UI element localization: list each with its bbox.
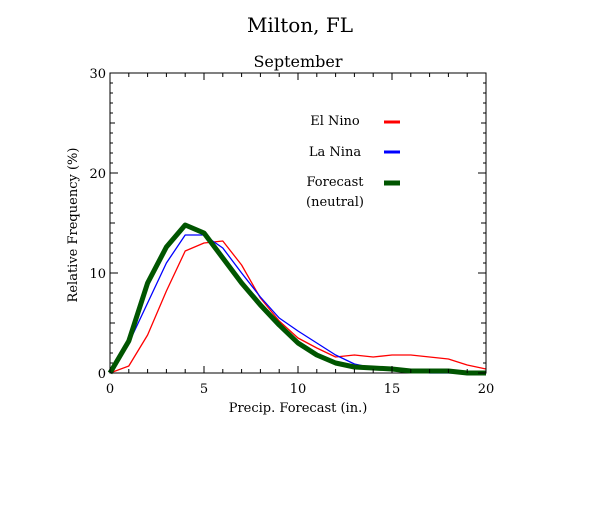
y-tick-label: 10 bbox=[89, 267, 106, 282]
legend-label-el-nino: El Nino bbox=[310, 114, 360, 129]
legend: El Nino La Nina Forecast (neutral) bbox=[306, 114, 400, 210]
legend-label-la-nina: La Nina bbox=[309, 145, 361, 160]
x-tick-label: 5 bbox=[200, 382, 208, 397]
plot-frame bbox=[109, 72, 487, 374]
tick-layer: 0 5 10 15 20 0 10 20 30 bbox=[89, 67, 494, 397]
y-tick-label: 30 bbox=[89, 67, 106, 82]
x-tick-label: 10 bbox=[290, 382, 307, 397]
legend-label-forecast-neutral: (neutral) bbox=[306, 195, 364, 210]
x-tick-label: 15 bbox=[384, 382, 401, 397]
y-tick-label: 20 bbox=[89, 167, 106, 182]
y-tick-label: 0 bbox=[98, 367, 106, 382]
series-line-la-nina bbox=[109, 234, 486, 374]
y-axis-title: Relative Frequency (%) bbox=[66, 148, 81, 303]
plot-area bbox=[109, 72, 487, 374]
x-tick-label: 20 bbox=[478, 382, 495, 397]
series-layer bbox=[107, 222, 487, 376]
series-line-el-nino bbox=[109, 240, 487, 374]
x-tick-label: 0 bbox=[106, 382, 114, 397]
chart-title: Milton, FL bbox=[247, 13, 353, 37]
x-axis-title: Precip. Forecast (in.) bbox=[229, 401, 368, 416]
legend-label-forecast: Forecast bbox=[307, 175, 365, 190]
series-line-forecast bbox=[107, 222, 486, 376]
chart-subtitle: September bbox=[253, 52, 342, 71]
